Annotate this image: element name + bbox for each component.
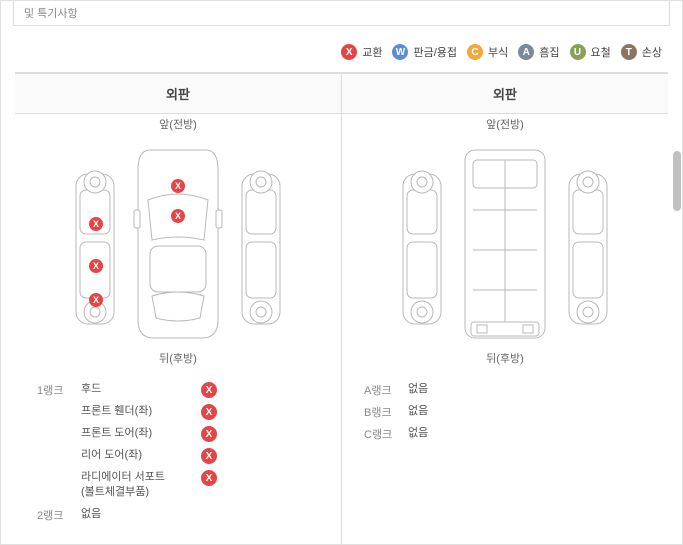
item-label: 없음 [408,404,528,419]
item-label: 없음 [81,507,201,522]
item-row: 1랭크후드X [37,382,329,398]
legend-badge-c: C [467,44,483,60]
damage-badge: X [201,448,217,464]
panel-header-right: 외판 [342,73,668,114]
legend-label: 판금/용접 [413,44,457,60]
legend-label: 교환 [362,44,382,60]
legend-item: W 판금/용접 [392,44,457,60]
damage-marker: X [171,179,185,193]
item-label: 프론트 도어(좌) [81,426,201,441]
damage-badge: X [201,382,217,398]
panel-right: 외판 앞(전방) [342,73,668,545]
rank-label: B랭크 [364,404,408,420]
car-diagram-svg [357,144,653,344]
diagram-left: X X X X X [15,134,341,348]
item-label: 프론트 휀더(좌) [81,404,201,419]
legend-item: A 흠집 [518,44,559,60]
legend-item: T 손상 [621,44,662,60]
panel-left: 외판 앞(전방) [15,73,342,545]
rear-label-left: 뒤(후방) [15,348,341,368]
damage-marker: X [89,259,103,273]
panels: 외판 앞(전방) [15,72,668,545]
damage-badge: X [201,404,217,420]
rank-label: 1랭크 [37,382,81,398]
panel-header-left: 외판 [15,73,341,114]
legend-item: C 부식 [467,44,508,60]
item-row: C랭크없음 [364,426,656,442]
damage-badge: X [201,470,217,486]
legend-label: 손상 [642,44,662,60]
topbar-remnant: 및 특기사항 [13,1,670,26]
item-label: 라디에이터 서포트(볼트체결부품) [81,470,201,501]
item-label: 없음 [408,426,528,441]
legend-item: U 요철 [570,44,611,60]
legend: X 교환 W 판금/용접 C 부식 A 흠집 U 요철 T 손상 [1,26,682,72]
damage-marker: X [89,217,103,231]
front-label-left: 앞(전방) [15,114,341,134]
item-row: 2랭크없음 [37,507,329,523]
rank-label: C랭크 [364,426,408,442]
items-left: 1랭크후드X프론트 휀더(좌)X프론트 도어(좌)X리어 도어(좌)X라디에이터… [15,368,341,545]
legend-badge-t: T [621,44,637,60]
item-label: 후드 [81,382,201,397]
legend-label: 흠집 [539,44,559,60]
topbar-text: 및 특기사항 [24,8,78,20]
scrollbar-thumb[interactable] [673,151,681,211]
rank-label: A랭크 [364,382,408,398]
rank-label: 2랭크 [37,507,81,523]
item-row: A랭크없음 [364,382,656,398]
svg-text:X: X [93,295,99,305]
svg-text:X: X [93,219,99,229]
car-diagram-svg: X X X X X [30,144,326,344]
legend-badge-u: U [570,44,586,60]
item-row: 프론트 휀더(좌)X [37,404,329,420]
svg-text:X: X [175,211,181,221]
legend-label: 부식 [488,44,508,60]
legend-badge-w: W [392,44,408,60]
item-row: B랭크없음 [364,404,656,420]
item-row: 리어 도어(좌)X [37,448,329,464]
svg-text:X: X [175,181,181,191]
legend-badge-x: X [341,44,357,60]
rear-label-right: 뒤(후방) [342,348,668,368]
item-label: 없음 [408,382,528,397]
item-label: 리어 도어(좌) [81,448,201,463]
item-row: 프론트 도어(좌)X [37,426,329,442]
legend-badge-a: A [518,44,534,60]
damage-badge: X [201,426,217,442]
page: 및 특기사항 X 교환 W 판금/용접 C 부식 A 흠집 U 요철 T 손상 외판 앞(전방) [0,0,683,545]
diagram-right [342,134,668,348]
damage-marker: X [171,209,185,223]
legend-label: 요철 [591,44,611,60]
svg-text:X: X [93,261,99,271]
item-row: 라디에이터 서포트(볼트체결부품)X [37,470,329,501]
items-right: A랭크없음B랭크없음C랭크없음 [342,368,668,472]
damage-marker: X [89,293,103,307]
legend-item: X 교환 [341,44,382,60]
front-label-right: 앞(전방) [342,114,668,134]
